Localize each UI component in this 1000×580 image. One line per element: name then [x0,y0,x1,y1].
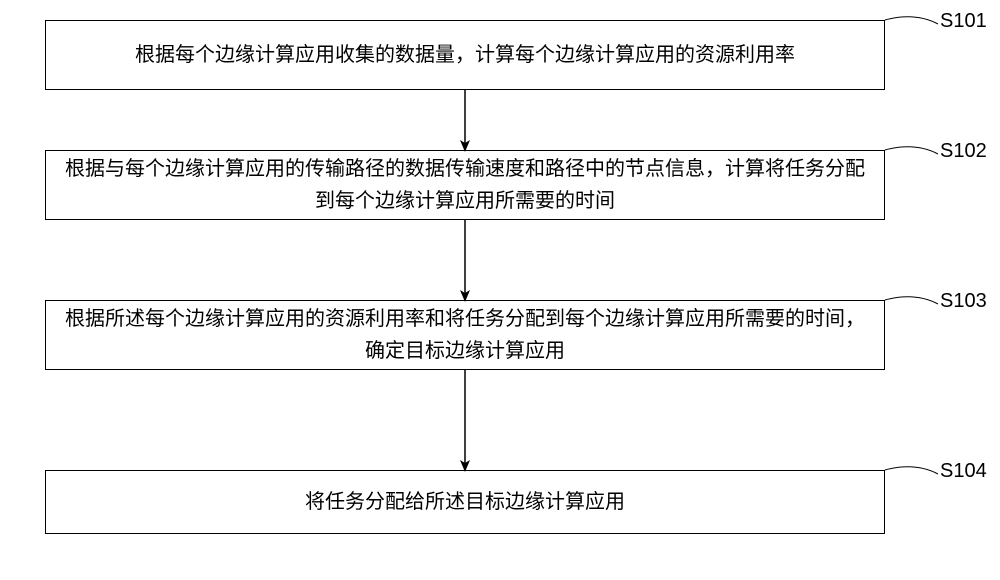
step-s103-label: S103 [940,290,987,313]
step-s101-text: 根据每个边缘计算应用收集的数据量，计算每个边缘计算应用的资源利用率 [135,39,795,71]
step-s102-text: 根据与每个边缘计算应用的传输路径的数据传输速度和路径中的节点信息，计算将任务分配… [56,153,874,217]
leader-s104 [885,467,938,474]
step-s101-label: S101 [940,10,987,33]
step-s104-text: 将任务分配给所述目标边缘计算应用 [305,486,625,518]
flowchart-canvas: 根据每个边缘计算应用收集的数据量，计算每个边缘计算应用的资源利用率 S101 根… [0,0,1000,580]
step-s104-label: S104 [940,460,987,483]
leader-s101 [885,17,938,24]
step-s102-box: 根据与每个边缘计算应用的传输路径的数据传输速度和路径中的节点信息，计算将任务分配… [45,150,885,220]
step-s104-box: 将任务分配给所述目标边缘计算应用 [45,470,885,534]
step-s103-text: 根据所述每个边缘计算应用的资源利用率和将任务分配到每个边缘计算应用所需要的时间，… [56,303,874,367]
leader-s103 [885,297,938,304]
step-s102-label: S102 [940,140,987,163]
leader-s102 [885,147,938,154]
step-s103-box: 根据所述每个边缘计算应用的资源利用率和将任务分配到每个边缘计算应用所需要的时间，… [45,300,885,370]
step-s101-box: 根据每个边缘计算应用收集的数据量，计算每个边缘计算应用的资源利用率 [45,20,885,90]
